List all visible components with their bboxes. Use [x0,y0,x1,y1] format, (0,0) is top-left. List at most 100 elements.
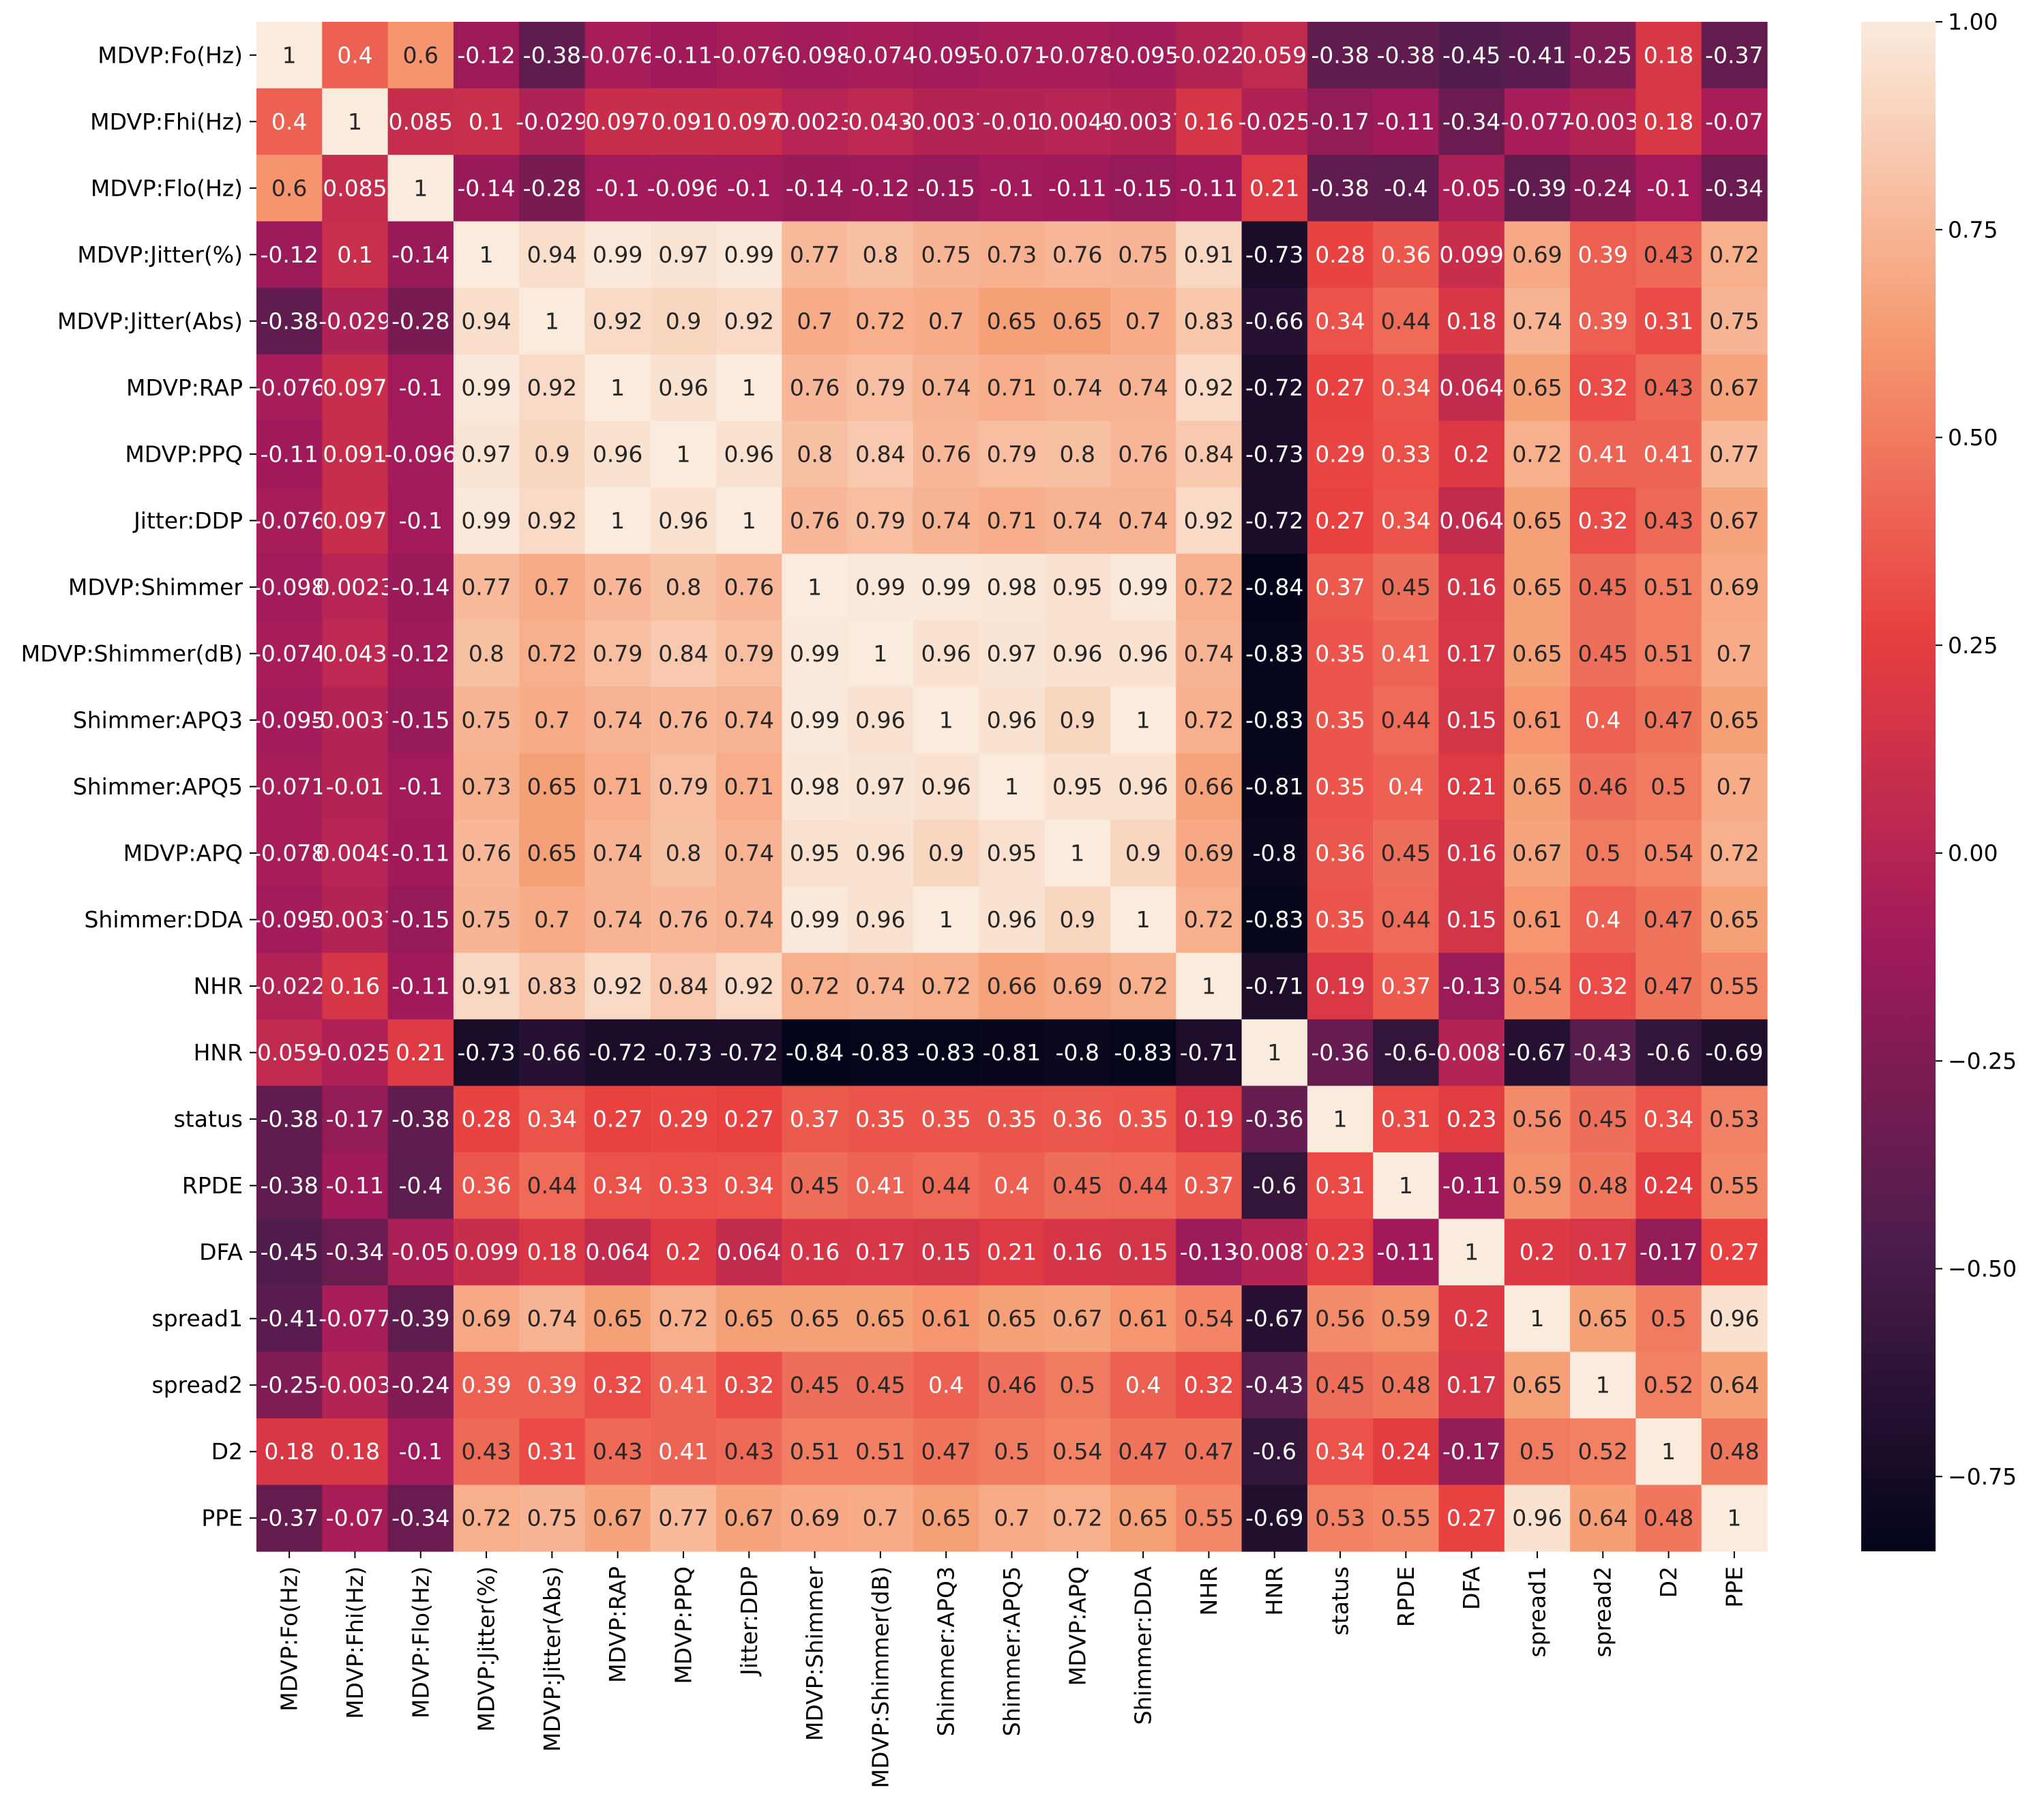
cell-value-label: 0.45 [1578,1106,1627,1133]
y-tick-label: DFA [199,1239,243,1266]
cell-value-label: 0.84 [658,973,708,1000]
cell-value-label: 0.69 [1512,241,1562,268]
x-tick-label: D2 [1655,1566,1682,1598]
heatmap-cell [650,354,717,421]
heatmap-cell [1570,1086,1636,1153]
cell-value-label: -0.72 [589,1039,647,1066]
y-tick-label: MDVP:Jitter(Abs) [57,308,243,334]
heatmap-cell [782,554,848,621]
cell-value-label: 0.76 [461,840,511,867]
cell-value-label: -0.071 [975,42,1048,68]
heatmap-cell [1504,487,1571,554]
heatmap-cell [1044,753,1111,820]
heatmap-cell [387,886,454,953]
cell-value-label: 0.32 [1184,1372,1234,1399]
heatmap-cell [782,1352,848,1419]
cell-value-label: 0.34 [1315,1438,1365,1465]
cell-value-label: 0.32 [593,1372,642,1399]
cell-value-label: 0.91 [461,973,511,1000]
cell-value-label: 0.74 [1118,507,1168,534]
cell-value-label: -0.07 [1705,108,1763,135]
heatmap-cell [584,354,651,421]
heatmap-cell [1176,1219,1243,1286]
heatmap-cell [1701,88,1768,155]
heatmap-cell [847,753,914,820]
heatmap-cell [256,886,323,953]
cell-value-label: 0.9 [1060,706,1095,733]
heatmap-cell [453,354,520,421]
heatmap-cell [1307,221,1374,288]
heatmap-cell [1438,953,1505,1020]
cell-value-label: 0.47 [1644,706,1693,733]
colorbar: 1.00 0.75 0.50 0.25 0.00 −0.25 −0.50 −0.75 [1861,9,2017,1551]
heatmap-cell [1438,421,1505,488]
heatmap-cell [1110,820,1176,887]
heatmap-cell [979,1086,1046,1153]
cell-value-label: 0.71 [987,507,1037,534]
heatmap-cell [1438,22,1505,89]
heatmap-cell [519,1418,586,1486]
cell-value-label: 0.79 [658,773,708,800]
heatmap-cell [1044,1352,1111,1419]
heatmap-cell [1176,221,1243,288]
cell-value-label: -0.73 [654,1039,712,1066]
cell-value-label: 0.74 [724,906,774,933]
heatmap-cell [256,1352,323,1419]
cell-value-label: 0.74 [1052,507,1102,534]
heatmap-cell [1701,288,1768,355]
heatmap-cell [322,88,389,155]
cell-value-label: 0.19 [1315,973,1365,1000]
cell-value-label: 0.35 [1118,1106,1168,1133]
heatmap-cell [1373,554,1440,621]
cell-value-label: 0.74 [527,1305,577,1332]
heatmap-cell [847,421,914,488]
heatmap-cell [519,687,586,754]
cell-value-label: -0.12 [260,241,318,268]
cell-value-label: 0.92 [593,308,642,334]
x-tick-label: spread2 [1590,1566,1616,1657]
cell-value-label: 0.99 [790,706,840,733]
y-tick-label: spread1 [152,1305,243,1332]
cell-value-label: -0.0037 [903,108,990,135]
heatmap-cell [1570,1019,1636,1086]
heatmap-cell [782,221,848,288]
heatmap-cell [913,886,979,953]
heatmap-cell [847,22,914,89]
heatmap-cell [1373,886,1440,953]
heatmap-cell [1635,1152,1702,1219]
cell-value-label: 0.091 [651,108,715,135]
cell-value-label: 1 [610,507,625,534]
heatmap-cell [1635,1352,1702,1419]
cell-value-label: 0.39 [1578,241,1627,268]
cell-value-label: 1 [1202,973,1216,1000]
heatmap-cell [387,1285,454,1353]
heatmap-cell [1373,1019,1440,1086]
cell-value-label: 0.47 [1118,1438,1168,1465]
cell-value-label: 0.72 [1709,840,1759,867]
cell-value-label: 0.65 [527,773,577,800]
cell-value-label: 0.76 [790,507,840,534]
cell-value-label: -0.05 [391,1239,449,1266]
cell-value-label: -0.0037 [312,906,398,933]
heatmap-cell [847,1152,914,1219]
heatmap-cell [1373,1485,1440,1552]
heatmap-cell [1307,1086,1374,1153]
heatmap-cell [716,1485,783,1552]
cell-value-label: -0.1 [399,1438,443,1465]
cell-value-label: 0.4 [337,42,372,68]
cell-value-label: -0.8 [1056,1039,1099,1066]
heatmap-cell [387,953,454,1020]
heatmap-cell [453,22,520,89]
cell-value-label: 0.35 [1315,640,1365,667]
cell-value-label: 0.097 [323,507,387,534]
heatmap-cell [716,288,783,355]
heatmap-cell [453,1285,520,1353]
y-tick-label: MDVP:PPQ [125,441,243,467]
cell-value-label: 0.72 [790,973,840,1000]
cell-value-label: 1 [545,308,559,334]
y-tick-label: MDVP:Jitter(%) [77,241,243,268]
cell-value-label: 1 [1267,1039,1282,1066]
heatmap-cell [1307,1485,1374,1552]
heatmap-cell [322,1219,389,1286]
heatmap-cell [322,1418,389,1486]
